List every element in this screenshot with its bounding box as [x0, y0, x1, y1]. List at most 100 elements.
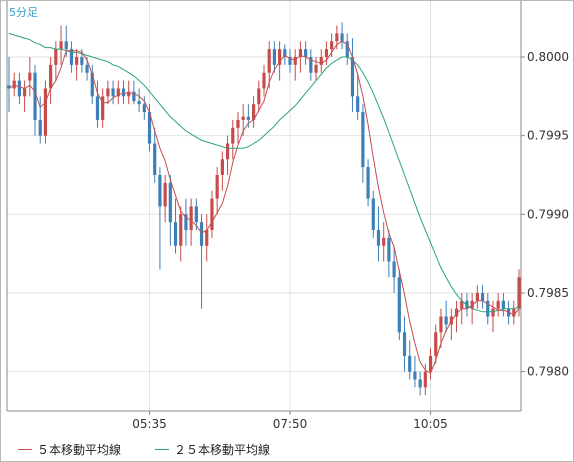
candle-body [392, 261, 396, 278]
candle-body [272, 49, 277, 65]
ma5-line [8, 40, 520, 374]
candle-body [371, 198, 375, 231]
candle-body [23, 88, 27, 97]
candle-body [132, 91, 136, 102]
candle-body [475, 292, 479, 301]
candle-body [163, 182, 167, 207]
candle-body [215, 174, 219, 199]
candle-body [179, 214, 183, 246]
candle-body [199, 222, 204, 246]
candle-body [64, 41, 68, 50]
y-tick-label: 0.7980 [527, 365, 569, 379]
candle-body [80, 57, 84, 65]
candle-body [111, 88, 115, 97]
candle-body [361, 112, 365, 168]
candle-body [17, 80, 22, 97]
candle-body [225, 143, 230, 160]
candle-body [127, 91, 131, 97]
candle-body [236, 119, 240, 128]
candle-body [251, 104, 256, 120]
candle-body [121, 88, 126, 97]
candle-body [366, 167, 370, 199]
candle-body [28, 72, 32, 81]
candle-body [59, 41, 63, 50]
x-tick-label: 05:35 [132, 417, 167, 431]
candle-body [173, 222, 178, 246]
candle-body [428, 355, 433, 372]
y-tick-label: 0.7990 [527, 207, 569, 221]
candle-body [54, 49, 58, 65]
candle-body [501, 300, 505, 309]
candle-body [397, 277, 401, 333]
candle-body [153, 143, 157, 175]
candle-body [116, 88, 120, 97]
candle-body [298, 49, 303, 57]
candle-body [75, 57, 79, 65]
candle-body [283, 49, 287, 57]
candle-body [69, 49, 74, 65]
candle-body [465, 300, 469, 309]
candle-body [293, 57, 297, 65]
y-tick-label: 0.8000 [527, 50, 569, 64]
candle-body [335, 33, 339, 42]
candle-body [147, 112, 152, 144]
candle-body [241, 116, 245, 120]
candle-body [418, 379, 422, 388]
candle-body [101, 96, 105, 120]
candle-body [210, 198, 214, 231]
candle-body [246, 116, 250, 120]
y-tick-label: 0.7995 [527, 129, 569, 143]
candle-body [49, 64, 53, 89]
candle-body [278, 49, 282, 65]
legend-item-ma25: ２５本移動平均線 [155, 441, 270, 457]
candle-body [376, 230, 381, 246]
candle-body [454, 308, 459, 317]
candle-body [309, 57, 313, 73]
candle-body [517, 277, 521, 309]
candle-body [408, 355, 412, 372]
candle-body [95, 96, 100, 120]
candle-body [345, 41, 349, 57]
candle-body [356, 96, 360, 113]
candle-body [257, 88, 261, 105]
candle-body [137, 101, 141, 105]
x-tick-label: 07:50 [273, 417, 308, 431]
candle-body [12, 80, 16, 89]
candle-body [314, 64, 318, 73]
candle-body [423, 371, 427, 388]
candle-body [434, 332, 438, 356]
candle-body [267, 49, 271, 73]
candle-body [470, 300, 474, 309]
candle-body [491, 308, 495, 317]
candle-body [340, 33, 344, 42]
candle-body [288, 57, 292, 65]
candle-body [402, 332, 407, 356]
candle-body [506, 308, 511, 317]
candle-body [231, 127, 235, 144]
ma25-line [8, 32, 520, 313]
candle-body [439, 316, 443, 333]
candle-body [158, 174, 162, 207]
candle-body [350, 57, 355, 97]
candle-body [220, 159, 224, 175]
candle-body [387, 237, 391, 262]
candle-body [142, 104, 146, 113]
candle-body [460, 300, 464, 309]
legend-swatch-ma5 [18, 448, 32, 450]
candle-body [324, 49, 329, 57]
candle-body [189, 206, 193, 231]
candle-body [85, 64, 89, 73]
candle-body [382, 237, 386, 246]
candle-body [168, 182, 172, 223]
candle-body [486, 300, 490, 317]
candle-body [512, 308, 516, 317]
candle-body [330, 41, 334, 50]
candle-body [496, 300, 500, 309]
candle-body [480, 292, 485, 301]
x-tick-label: 10:05 [413, 417, 448, 431]
candle-body [7, 85, 11, 89]
candle-body [262, 72, 266, 89]
legend-item-ma5: ５本移動平均線 [18, 441, 121, 457]
